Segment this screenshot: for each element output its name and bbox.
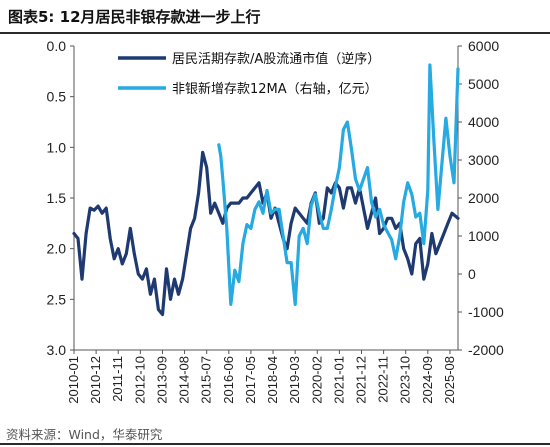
left-tick-label: 1.5 [47,190,67,206]
x-tick-label: 2024-09 [420,356,435,404]
x-tick-label: 2017-05 [243,356,258,404]
x-tick-label: 2015-07 [199,356,214,404]
source-note: 资料来源：Wind，华泰研究 [6,427,163,442]
title-divider [0,32,550,34]
right-tick-label: 1000 [468,228,499,244]
bottom-divider [0,443,550,445]
chart-title: 图表5: 12月居民非银存款进一步上行 [8,8,261,26]
right-tick-label: 0 [468,266,476,282]
axes: 0.0 0.5 1.0 1.5 2.0 2.5 3.0 6000 5000 4000 3000 200… [47,38,504,404]
x-tick-label: 2025-08 [442,356,457,404]
x-tick-label: 2019-03 [287,356,302,404]
x-tick-label: 2022-11 [376,356,391,403]
x-tick-label: 2013-09 [154,356,169,404]
right-tick-label: -1000 [468,304,504,320]
left-tick-label: 2.0 [47,241,67,257]
x-tick-label: 2018-04 [265,356,280,404]
left-tick-label: 0.5 [47,89,67,105]
right-tick-label: 2000 [468,190,499,206]
x-tick-label: 2011-11 [110,356,125,402]
legend-label: 居民活期存款/A股流通市值（逆序） [172,51,380,67]
x-tick-label: 2010-12 [88,356,103,404]
chart-header: 图表5: 12月居民非银存款进一步上行 [0,0,550,34]
left-tick-label: 1.0 [47,139,67,155]
x-tick-label: 2014-08 [177,356,192,404]
right-tick-label: 4000 [468,114,499,130]
left-tick-label: 3.0 [47,342,67,358]
left-tick-label: 2.5 [47,291,67,307]
legend-label: 非银新增存款12MA（右轴，亿元） [172,81,378,97]
left-tick-label: 0.0 [47,38,67,54]
legend: 居民活期存款/A股流通市值（逆序） 非银新增存款12MA（右轴，亿元） [118,51,380,97]
series-line-nonbank-deposits [217,63,460,306]
x-tick-label: 2012-10 [132,356,147,404]
x-tick-label: 2010-01 [66,356,81,404]
x-tick-label: 2021-12 [353,356,368,404]
right-tick-label: 6000 [468,38,499,54]
right-tick-label: 5000 [468,76,499,92]
right-tick-label: -2000 [468,342,504,358]
x-tick-label: 2023-10 [398,356,413,404]
x-tick-label: 2020-02 [309,356,324,404]
series-lines [72,63,460,317]
right-tick-label: 3000 [468,152,499,168]
line-chart: 0.0 0.5 1.0 1.5 2.0 2.5 3.0 6000 5000 4000 3000 200… [47,38,504,404]
x-tick-label: 2021-01 [331,356,346,404]
x-tick-label: 2016-06 [221,356,236,404]
